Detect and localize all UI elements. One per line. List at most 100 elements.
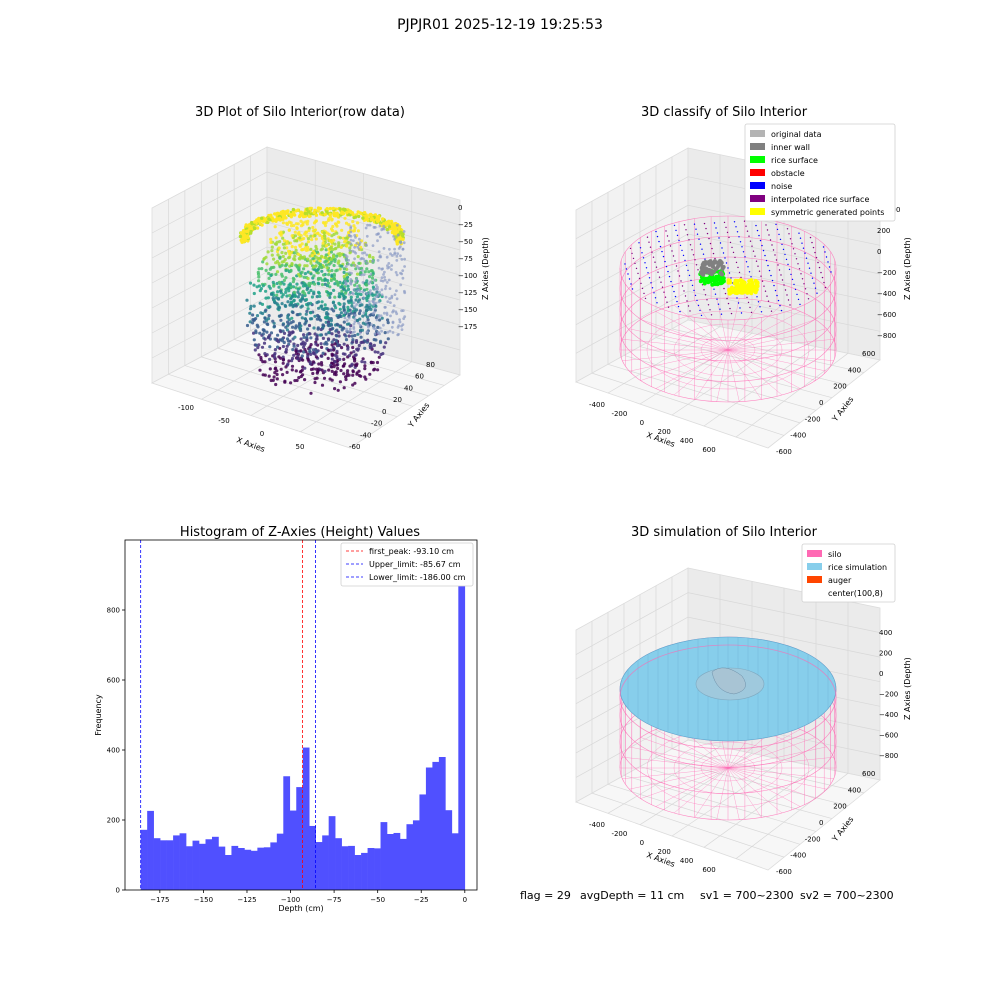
p1-point xyxy=(265,330,269,334)
p1-point xyxy=(321,336,325,340)
p1-point xyxy=(322,376,327,380)
p1-point xyxy=(296,295,300,299)
p1-point xyxy=(261,360,265,364)
p1-point xyxy=(347,354,351,358)
p1-point xyxy=(279,313,283,317)
p1-point xyxy=(326,307,330,311)
p1-point xyxy=(309,261,313,265)
p1-point xyxy=(255,323,259,327)
p1-point xyxy=(283,303,287,308)
p1-point xyxy=(288,333,292,337)
p1-point xyxy=(281,293,285,297)
p1-point xyxy=(268,305,272,309)
p1-point xyxy=(281,221,285,225)
p1-point xyxy=(272,284,276,288)
p1-point xyxy=(316,368,320,373)
p1-point xyxy=(258,331,262,335)
p1-point xyxy=(361,321,365,325)
footer-flag: flag = 29 xyxy=(520,889,571,902)
p4-ytick: -200 xyxy=(805,835,821,843)
p1-point xyxy=(301,289,305,293)
p1-point xyxy=(333,295,337,299)
p1-point xyxy=(336,261,340,265)
p1-point xyxy=(369,307,373,311)
p1-point xyxy=(295,226,299,230)
p1-point xyxy=(298,263,302,267)
p4-ylabel: Y Axies xyxy=(830,815,856,844)
p1-point xyxy=(306,354,310,358)
p1-point xyxy=(351,373,355,377)
p1-point xyxy=(309,311,313,315)
p1-point xyxy=(356,332,360,336)
p1-point xyxy=(300,248,304,252)
p1-point xyxy=(302,236,306,241)
p1-point xyxy=(338,252,342,256)
p1-point xyxy=(369,360,373,364)
p1-point xyxy=(368,346,372,350)
p1-point xyxy=(326,337,331,341)
p1-point xyxy=(383,331,387,335)
p1-point xyxy=(286,362,290,366)
p1-point xyxy=(315,349,319,353)
p1-point xyxy=(312,350,316,354)
p1-point xyxy=(316,327,320,331)
p1-point xyxy=(282,259,286,263)
p1-point xyxy=(296,357,300,361)
p1-point xyxy=(272,324,277,328)
p1-point xyxy=(333,242,337,246)
p1-point xyxy=(366,318,370,322)
p1-point xyxy=(308,332,312,336)
p1-point xyxy=(353,333,357,338)
p1-point xyxy=(346,279,350,283)
p1-point xyxy=(275,293,279,297)
p1-point xyxy=(346,369,350,373)
p1-point xyxy=(285,370,289,374)
p1-point xyxy=(303,264,307,268)
p1-point xyxy=(270,253,274,257)
p1-point xyxy=(335,268,339,272)
p1-point xyxy=(336,315,340,319)
p1-point xyxy=(270,245,274,249)
p1-point xyxy=(368,313,372,317)
p1-point xyxy=(375,290,379,294)
p1-point xyxy=(322,273,326,277)
p1-point xyxy=(386,318,390,322)
p1-point xyxy=(374,338,378,342)
p1-point xyxy=(258,368,262,372)
p1-point xyxy=(289,221,293,225)
p1-point xyxy=(290,368,294,372)
p1-point xyxy=(331,224,335,229)
p1-point xyxy=(270,249,274,253)
p1-point xyxy=(260,302,265,306)
p1-point xyxy=(260,345,265,349)
p4-ytick: -400 xyxy=(790,852,806,860)
p1-point xyxy=(320,278,324,282)
p1-point xyxy=(297,252,301,256)
p1-point xyxy=(328,206,333,211)
p1-point xyxy=(316,277,320,281)
p1-point xyxy=(284,365,288,369)
p1-point xyxy=(297,266,301,270)
p1-point xyxy=(313,234,317,238)
p1-point xyxy=(373,350,377,354)
p1-point xyxy=(249,304,253,308)
p1-point xyxy=(291,330,295,334)
p1-point xyxy=(269,240,273,244)
p1-point xyxy=(346,345,350,349)
p1-point xyxy=(290,234,294,238)
p1-point xyxy=(349,295,353,299)
p1-point xyxy=(257,353,261,357)
p1-point xyxy=(314,237,318,241)
p1-point xyxy=(302,267,306,271)
p1-point xyxy=(347,334,351,338)
p1-point xyxy=(351,338,355,342)
p1-point xyxy=(299,369,303,373)
p1-point xyxy=(260,267,264,271)
p1-point xyxy=(330,353,334,357)
p1-point xyxy=(264,268,268,272)
grid-y xyxy=(184,365,382,428)
p1-point xyxy=(295,282,299,286)
p1-point xyxy=(307,283,311,288)
p1-point xyxy=(351,383,355,387)
